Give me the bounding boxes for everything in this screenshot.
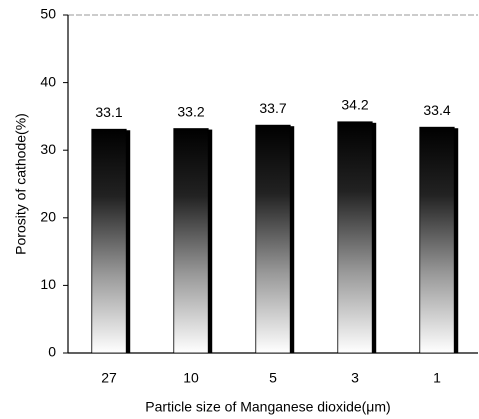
value-label: 33.7: [259, 100, 286, 116]
bar: [173, 128, 209, 354]
y-tick-label: 50: [40, 6, 56, 22]
y-tick-label: 40: [40, 73, 56, 89]
x-tick-label: 3: [351, 370, 359, 386]
value-label: 34.2: [341, 97, 368, 113]
y-tick-label: 10: [40, 276, 56, 292]
value-label: 33.4: [423, 102, 450, 118]
value-label: 33.1: [95, 104, 122, 120]
x-tick-label: 27: [101, 370, 117, 386]
x-tick-label: 5: [269, 370, 277, 386]
y-tick-label: 20: [40, 209, 56, 225]
x-tick-label: 1: [433, 370, 441, 386]
bar: [91, 128, 127, 354]
value-label: 33.2: [177, 103, 204, 119]
bar: [419, 126, 455, 354]
bar: [337, 121, 373, 354]
bar: [255, 124, 291, 354]
y-axis-label: Porosity of cathode(%): [13, 113, 29, 255]
x-axis-label: Particle size of Manganese dioxide(μm): [145, 399, 390, 415]
x-tick-label: 10: [183, 370, 199, 386]
y-tick-label: 30: [40, 141, 56, 157]
y-tick-label: 0: [48, 344, 56, 360]
